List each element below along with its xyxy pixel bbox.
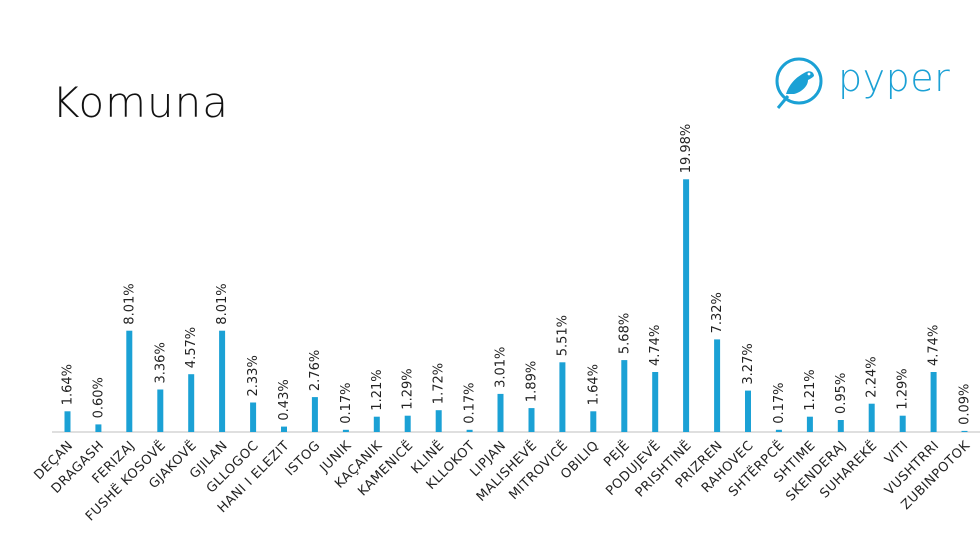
data-label: 3.01%	[494, 347, 509, 388]
bar	[311, 397, 318, 432]
data-label: 8.01%	[215, 283, 230, 324]
data-label: 1.29%	[896, 368, 911, 409]
data-label: 0.95%	[834, 373, 849, 414]
data-label: 4.74%	[927, 325, 942, 366]
bar	[95, 424, 102, 432]
bar	[775, 429, 782, 432]
bar	[683, 179, 690, 432]
page-title: Komuna	[52, 78, 230, 127]
bar	[281, 426, 287, 432]
bird-icon	[775, 57, 823, 109]
bar	[404, 415, 411, 432]
data-label: 0.17%	[772, 382, 787, 423]
data-label: 1.21%	[803, 369, 818, 410]
bar	[961, 430, 968, 432]
data-label: 1.64%	[586, 364, 601, 405]
data-label: 0.17%	[463, 382, 478, 423]
data-label: 8.01%	[122, 283, 137, 324]
data-label: 3.36%	[153, 342, 168, 383]
bar	[745, 390, 751, 432]
data-label: 0.17%	[339, 382, 354, 423]
data-label: 2.33%	[246, 355, 261, 396]
data-label: 0.09%	[958, 384, 973, 425]
data-label: 1.29%	[401, 368, 416, 409]
bar	[157, 389, 164, 432]
data-label: 7.32%	[710, 292, 725, 333]
bar	[714, 339, 721, 432]
bar	[559, 362, 566, 432]
data-label: 1.89%	[525, 361, 540, 402]
data-label: 2.76%	[308, 350, 323, 391]
bar	[373, 416, 380, 432]
bar	[342, 429, 349, 432]
bar	[466, 429, 473, 432]
bar	[930, 372, 937, 432]
data-label: 1.21%	[370, 369, 385, 410]
bar	[497, 393, 504, 432]
data-label: 1.72%	[432, 363, 447, 404]
data-label: 3.27%	[741, 343, 756, 384]
bar	[652, 372, 659, 432]
data-label: 0.60%	[91, 377, 106, 418]
data-label: 5.68%	[617, 313, 632, 354]
bar	[250, 402, 257, 432]
data-label: 19.98%	[679, 124, 694, 174]
bar	[126, 330, 133, 432]
bar	[64, 411, 71, 432]
bar	[219, 330, 226, 432]
bar	[435, 410, 442, 432]
bar	[188, 374, 195, 432]
data-label: 0.43%	[277, 379, 292, 420]
category-label: ISTOG	[283, 438, 324, 479]
logo: pyper	[768, 52, 950, 114]
bar	[528, 408, 535, 432]
bar	[837, 420, 844, 432]
data-label: 5.51%	[555, 315, 570, 356]
bar	[899, 415, 906, 432]
logo-text: pyper	[838, 56, 951, 100]
data-label: 4.74%	[648, 325, 663, 366]
bar	[806, 416, 813, 432]
data-label: 1.64%	[61, 364, 76, 405]
data-label: 4.57%	[184, 327, 199, 368]
bar	[590, 411, 597, 432]
data-label: 2.24%	[865, 356, 880, 397]
bar	[621, 360, 628, 432]
bar	[868, 403, 875, 432]
